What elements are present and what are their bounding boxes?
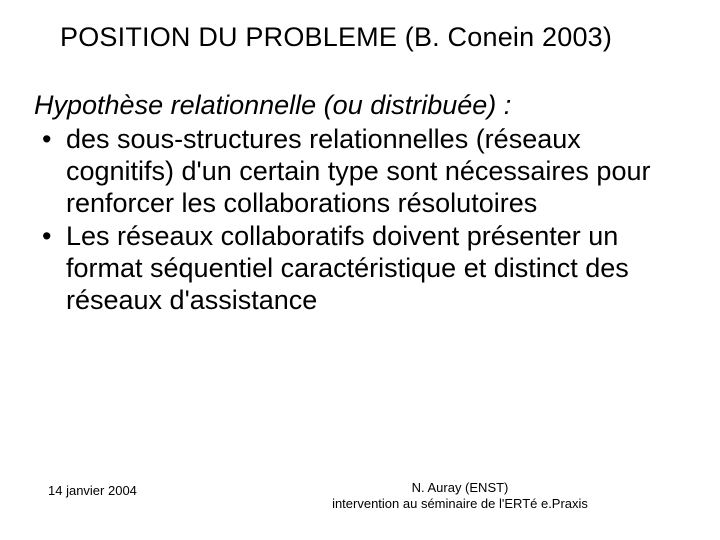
footer-author: N. Auray (ENST) intervention au séminair… [310, 480, 610, 513]
slide-footer: 14 janvier 2004 N. Auray (ENST) interven… [0, 472, 720, 512]
slide-title: POSITION DU PROBLEME (B. Conein 2003) [60, 22, 680, 53]
footer-author-line2: intervention au séminaire de l'ERTé e.Pr… [310, 496, 610, 512]
slide: POSITION DU PROBLEME (B. Conein 2003) Hy… [0, 0, 720, 540]
slide-body: Hypothèse relationnelle (ou distribuée) … [34, 90, 660, 319]
list-item: Les réseaux collaboratifs doivent présen… [34, 221, 660, 317]
list-item: des sous-structures relationnelles (rése… [34, 124, 660, 220]
footer-date: 14 janvier 2004 [48, 483, 137, 498]
footer-author-line1: N. Auray (ENST) [310, 480, 610, 496]
bullet-list: des sous-structures relationnelles (rése… [34, 124, 660, 317]
hypothesis-heading: Hypothèse relationnelle (ou distribuée) … [34, 90, 660, 122]
